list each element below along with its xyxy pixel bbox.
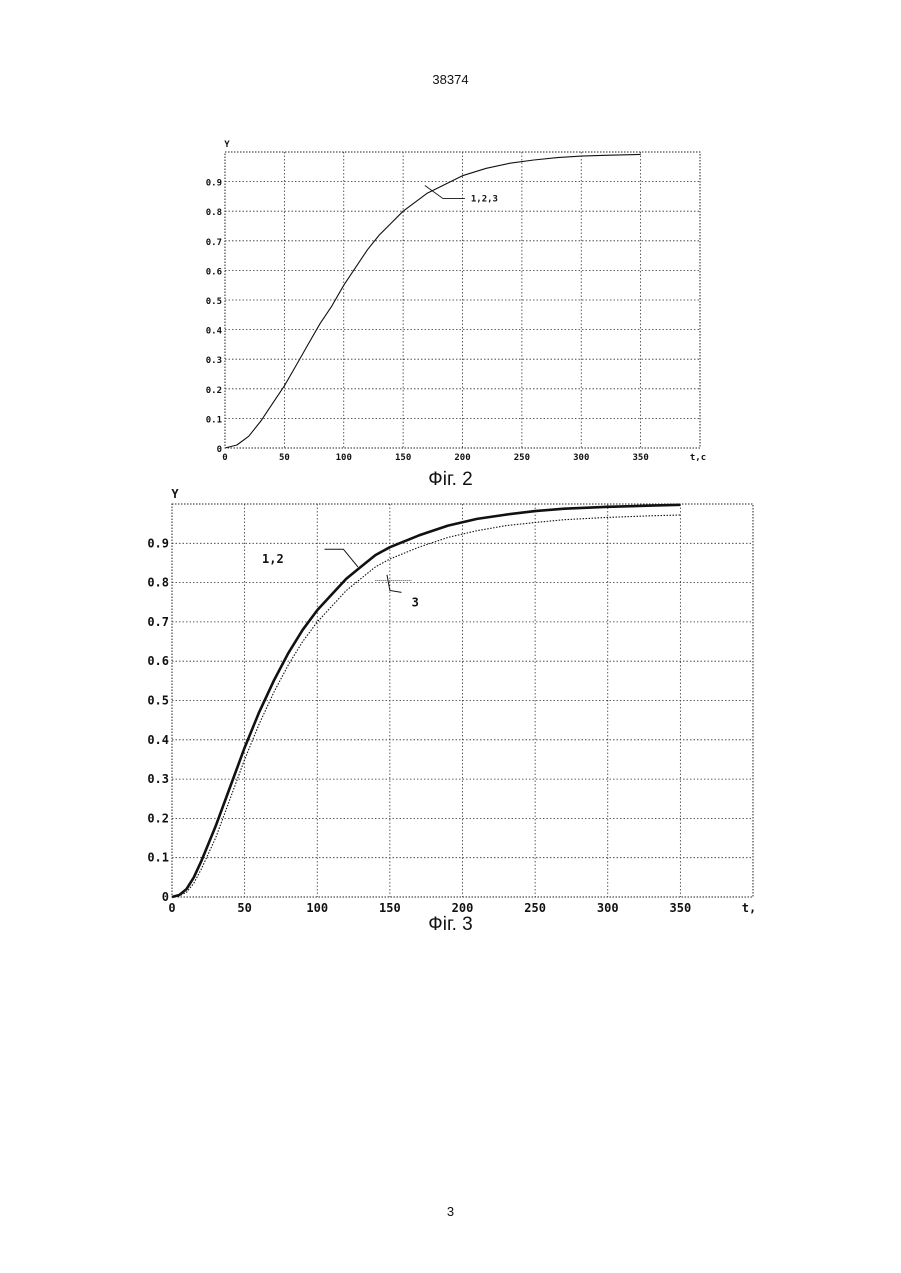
y-tick-label: 0.7 [147,615,169,629]
x-tick-label: 300 [573,453,589,463]
x-tick-label: 250 [524,901,546,915]
y-tick-label: 0.4 [147,733,169,747]
y-tick-label: 0.5 [147,694,169,708]
y-tick-label: 0.8 [206,208,222,218]
x-axis-label: t, [742,901,756,915]
y-tick-label: 0.4 [206,327,223,337]
series-line-3 [172,515,680,897]
x-tick-label: 150 [379,901,401,915]
y-tick-label: 0.1 [206,415,222,425]
x-tick-label: 350 [632,453,648,463]
x-tick-label: 200 [454,453,470,463]
x-tick-label: 100 [306,901,328,915]
chart-3: 0 50 100 150 200 250 300 350 t, 0 0.1 0.2 0.3 0.4 0.5 0… [147,487,756,915]
y-tick-label: 0.9 [206,179,222,189]
x-tick-label: 100 [336,453,352,463]
figure-caption-2: Фіг. 2 [0,469,901,491]
x-tick-label: 250 [514,453,530,463]
x-tick-label: 200 [452,901,474,915]
x-axis-label: t,c [690,453,706,463]
y-tick-label: 0.6 [206,267,222,277]
y-tick-label: 0.7 [206,238,222,248]
annotation-leader [325,549,358,567]
x-tick-label: 50 [237,901,251,915]
series-line-1-2-3 [225,154,641,448]
annotation-leader [387,575,402,593]
y-tick-label: 0.3 [147,772,169,786]
y-tick-label: 0.3 [206,356,222,366]
y-tick-label: 0.2 [206,386,222,396]
y-tick-label: 0.9 [147,536,169,550]
series-line-1-2 [172,505,680,897]
y-tick-label: 0.1 [147,851,169,865]
y-tick-label: 0.5 [206,297,222,307]
x-tick-label: 150 [395,453,411,463]
annotation-label: 1,2,3 [471,194,498,204]
figure-caption-3: Фіг. 3 [0,914,901,936]
x-tick-label: 50 [279,453,290,463]
x-tick-label: 0 [168,901,175,915]
y-tick-label: 0 [217,445,222,455]
y-tick-label: 0 [162,890,169,904]
annotation-label: 1,2 [262,552,284,566]
y-axis-label: Y [224,140,230,150]
y-tick-label: 0.2 [147,811,169,825]
x-tick-label: 350 [670,901,692,915]
annotation-label: 3 [412,595,419,609]
chart-2: 0 50 100 150 200 250 300 350 t,c 0 0.1 0.2 0.3 0.4 0.5… [206,140,706,463]
x-tick-label: 300 [597,901,619,915]
page-number: 3 [0,1204,901,1219]
x-tick-label: 0 [222,453,227,463]
y-tick-label: 0.6 [147,654,169,668]
y-tick-label: 0.8 [147,576,169,590]
